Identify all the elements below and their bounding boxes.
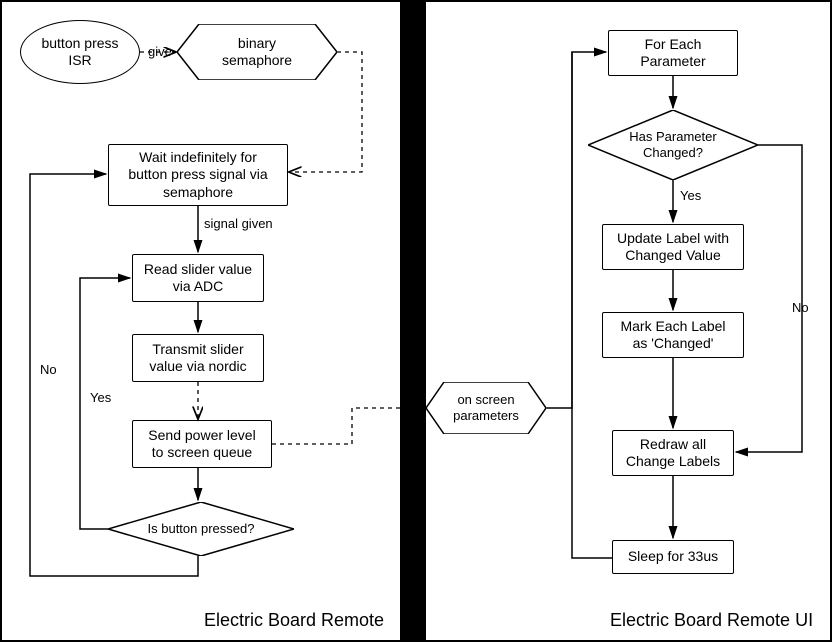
node-redraw: Redraw all Change Labels (612, 430, 734, 476)
node-read-slider-label: Read slider value via ADC (138, 257, 258, 300)
node-for-each: For Each Parameter (608, 30, 738, 76)
node-has-changed-label: Has Parameter Changed? (623, 125, 722, 166)
vertical-divider (400, 2, 426, 640)
edge-label-no2: No (790, 300, 811, 315)
edge-label-signal-given: signal given (202, 216, 275, 231)
node-mark-label-label: Mark Each Label as 'Changed' (614, 314, 731, 357)
edge-label-yes1: Yes (88, 390, 113, 405)
node-on-screen: on screen parameters (426, 382, 546, 434)
node-sleep: Sleep for 33us (612, 540, 734, 574)
edge-label-no1: No (38, 362, 59, 377)
panel-right-title: Electric Board Remote UI (610, 610, 813, 631)
node-update-label: Update Label with Changed Value (602, 224, 744, 270)
node-isr: button press ISR (20, 20, 140, 84)
node-has-changed: Has Parameter Changed? (588, 110, 758, 180)
node-sleep-label: Sleep for 33us (622, 544, 724, 570)
panel-left-title: Electric Board Remote (204, 610, 384, 631)
node-semaphore-label: binary semaphore (216, 31, 298, 74)
node-is-pressed: Is button pressed? (108, 502, 294, 556)
node-redraw-label: Redraw all Change Labels (620, 432, 726, 475)
node-read-slider: Read slider value via ADC (132, 254, 264, 302)
node-send-power-label: Send power level to screen queue (142, 423, 261, 466)
node-mark-label: Mark Each Label as 'Changed' (602, 312, 744, 358)
node-is-pressed-label: Is button pressed? (142, 517, 261, 541)
node-on-screen-label: on screen parameters (447, 388, 525, 429)
edge-label-yes2: Yes (678, 188, 703, 203)
node-transmit-label: Transmit slider value via nordic (143, 337, 252, 380)
edge-label-give: give (146, 44, 174, 59)
node-semaphore: binary semaphore (177, 24, 337, 80)
node-for-each-label: For Each Parameter (634, 32, 711, 75)
node-isr-label: button press ISR (35, 31, 124, 74)
node-transmit: Transmit slider value via nordic (132, 334, 264, 382)
node-wait-label: Wait indefinitely for button press signa… (122, 145, 273, 206)
node-wait: Wait indefinitely for button press signa… (108, 144, 288, 206)
node-update-label-label: Update Label with Changed Value (611, 226, 735, 269)
node-send-power: Send power level to screen queue (132, 420, 272, 468)
diagram-canvas: button press ISR binary semaphore Wait i… (0, 0, 832, 642)
